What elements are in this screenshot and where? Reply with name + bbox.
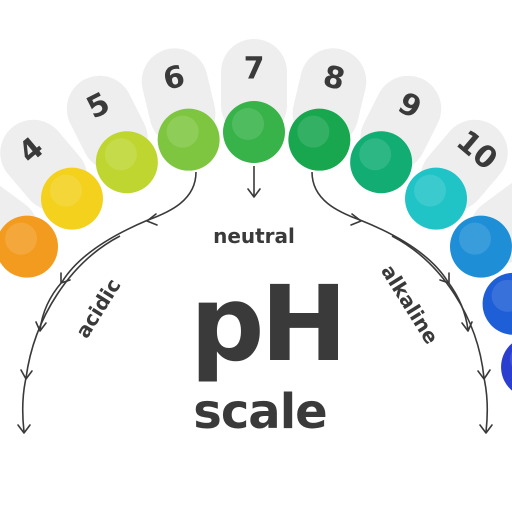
ph-color-circle-4	[40, 167, 103, 230]
acidic-arrow-3	[39, 281, 63, 331]
scale-tab-3: 3	[0, 178, 59, 278]
alkaline-arrow-2	[359, 219, 449, 283]
scale-tab-9: 9	[350, 75, 442, 194]
circle-highlight	[49, 174, 82, 207]
acidic-arrow-1	[147, 171, 197, 221]
neutral-arrowhead	[247, 188, 261, 198]
circle-highlight	[166, 115, 199, 148]
ph-color-circle-13	[501, 343, 512, 391]
ph-color-circle-11	[449, 215, 512, 278]
circle-highlight	[491, 279, 512, 312]
scale-tab-8: 8	[288, 48, 367, 171]
alkaline-arrowhead-5	[479, 424, 493, 434]
acidic-arrow-2	[61, 219, 149, 283]
ph-color-circle-3	[0, 215, 59, 278]
ph-value-label-7: 7	[244, 52, 265, 87]
ph-color-circle-5	[95, 131, 158, 194]
alkaline-arrow-1	[311, 171, 361, 221]
ph-color-circle-6	[157, 108, 220, 171]
circle-highlight	[414, 174, 447, 207]
scale-tab-11: 11	[449, 178, 512, 278]
scale-tab-7: 7	[221, 39, 287, 163]
alkaline-arrow-5	[483, 377, 489, 433]
ph-title: pH	[190, 263, 347, 385]
circle-highlight	[359, 138, 392, 171]
circle-highlight	[232, 108, 264, 140]
neutral-label: neutral	[213, 224, 295, 248]
scale-tab-4: 4	[0, 119, 103, 230]
ph-color-circle-10	[405, 167, 468, 230]
scale-tab-5: 5	[66, 75, 158, 194]
scale-tab-12: 12	[482, 247, 512, 335]
circle-highlight	[458, 222, 491, 255]
acidic-arrowhead-3	[35, 321, 47, 332]
alkaline-label: alkaline	[376, 260, 443, 348]
arrows	[17, 166, 493, 434]
ph-color-circle-8	[288, 108, 351, 171]
acidic-arrow-5	[21, 377, 27, 433]
ph-color-circle-12	[482, 272, 512, 335]
ph-color-circle-7	[223, 101, 285, 163]
circle-highlight	[297, 115, 330, 148]
circle-highlight	[5, 222, 38, 255]
ph-color-circle-9	[350, 131, 413, 194]
alkaline-arrowhead-1	[350, 213, 362, 226]
scale-subtitle: scale	[193, 384, 327, 440]
acidic-arrowhead-1	[146, 213, 158, 226]
alkaline-arrow-4	[391, 235, 485, 379]
acidic-arrowhead-5	[17, 424, 31, 434]
scale-tab-10: 10	[405, 119, 508, 230]
acidic-arrow-4	[25, 235, 121, 379]
scale-tabs: 345678910111213	[0, 39, 512, 391]
acidic-label: acidic	[71, 274, 126, 342]
circle-highlight	[104, 138, 137, 171]
scale-tab-6: 6	[141, 48, 220, 171]
